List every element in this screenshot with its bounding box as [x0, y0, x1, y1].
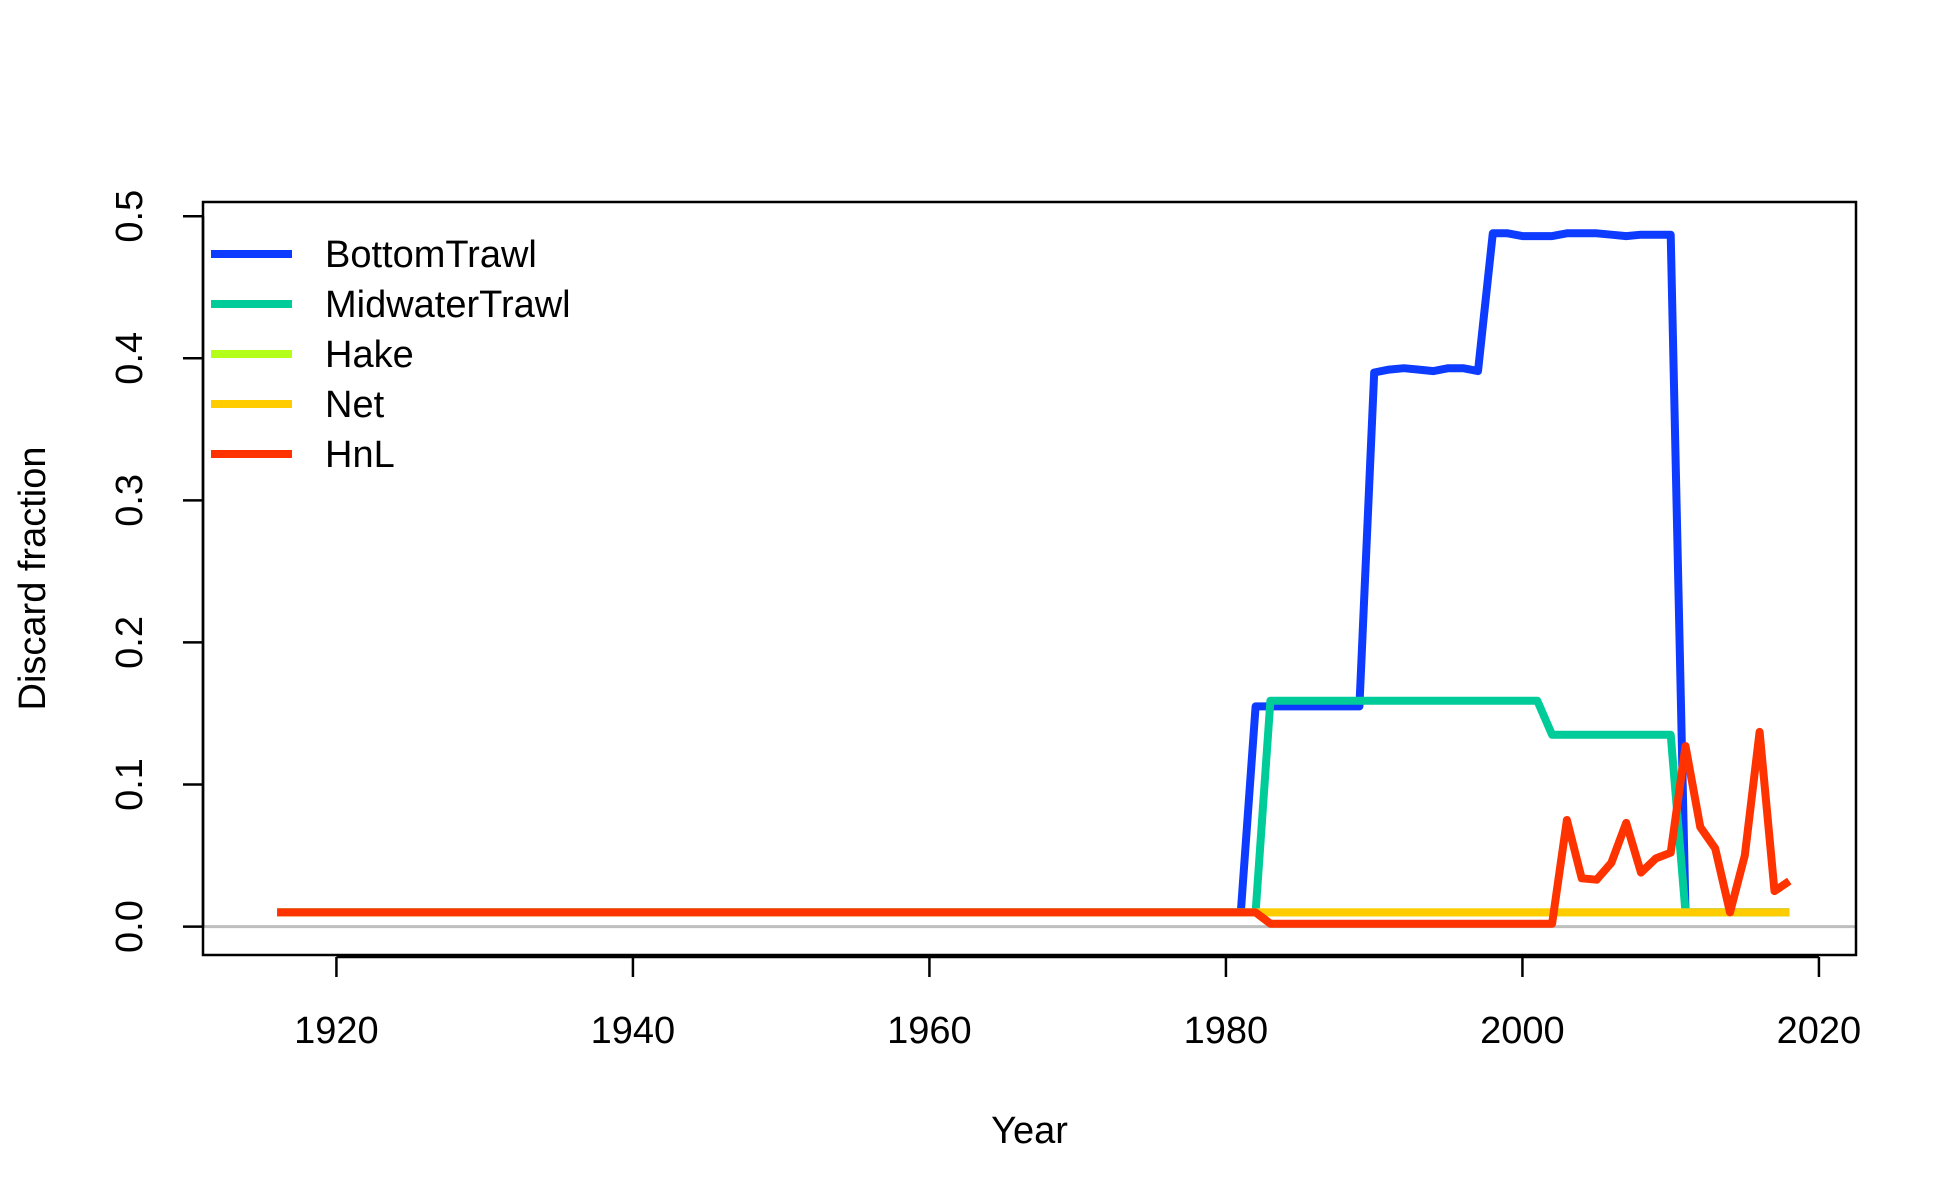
y-tick-label: 0.2	[109, 616, 151, 669]
legend-label-bottomtrawl: BottomTrawl	[325, 234, 537, 276]
y-tick-label: 0.1	[109, 758, 151, 811]
x-axis-title: Year	[991, 1110, 1068, 1152]
legend-label-net: Net	[325, 384, 385, 426]
series-layer	[277, 229, 1792, 928]
series-line-bottomtrawl	[277, 229, 1790, 917]
x-tick-label: 1920	[294, 1010, 379, 1052]
legend-label-hnl: HnL	[325, 434, 395, 476]
y-tick-label: 0.0	[109, 900, 151, 953]
x-tick-label: 2000	[1480, 1010, 1565, 1052]
y-tick-label: 0.3	[109, 474, 151, 527]
y-axis: 0.0 0.1 0.2 0.3 0.4 0.5	[109, 190, 205, 953]
x-tick-label: 2020	[1777, 1010, 1862, 1052]
y-tick-label: 0.4	[109, 332, 151, 385]
y-axis-title: Discard fraction	[12, 447, 54, 711]
x-axis: 1920 1940 1960 1980 2000 2020	[294, 955, 1862, 1052]
x-tick-label: 1980	[1184, 1010, 1269, 1052]
legend-label-midwatertrawl: MidwaterTrawl	[325, 284, 571, 326]
legend-label-hake: Hake	[325, 334, 414, 376]
series-line-midwatertrawl	[277, 696, 1790, 917]
series-line-hnl	[277, 727, 1792, 928]
y-tick-label: 0.5	[109, 190, 151, 243]
legend: BottomTrawl MidwaterTrawl Hake Net HnL	[211, 234, 571, 476]
x-tick-label: 1940	[591, 1010, 676, 1052]
x-tick-label: 1960	[887, 1010, 972, 1052]
